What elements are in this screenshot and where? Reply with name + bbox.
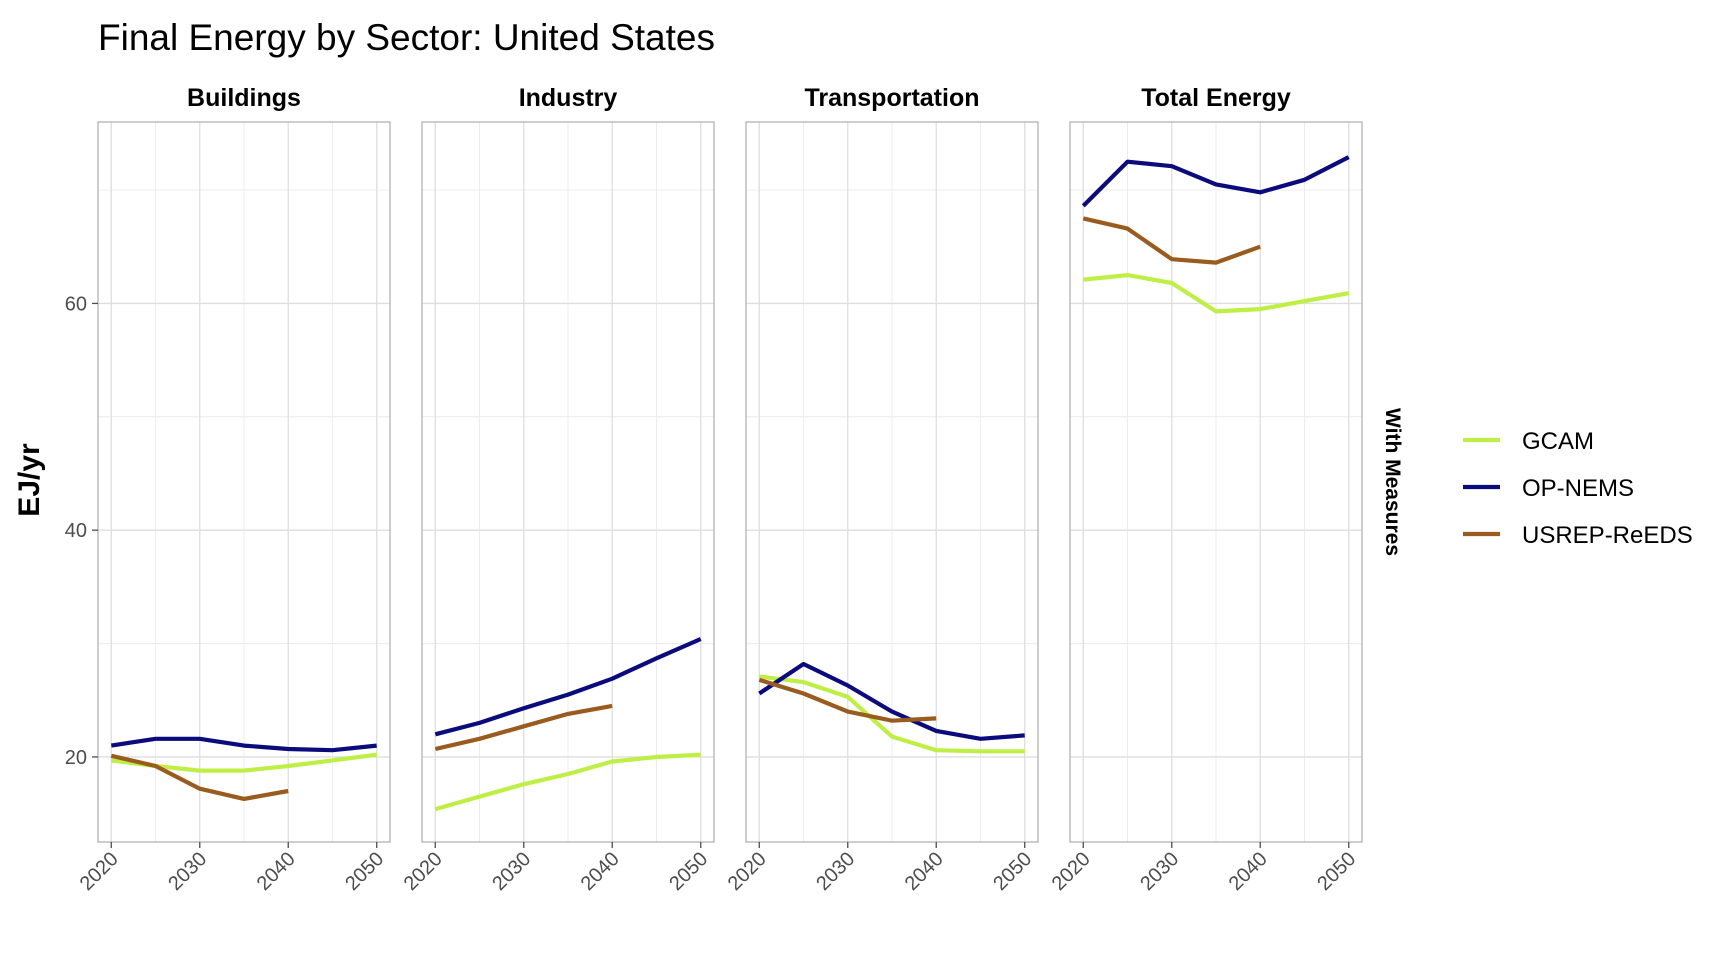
series-line-usrep-reeds bbox=[1082, 216, 1261, 265]
y-tick-label: 60 bbox=[65, 293, 87, 315]
x-tick-label: 2030 bbox=[164, 848, 211, 895]
row-strip-label: With Measures bbox=[1381, 408, 1404, 556]
x-tick-label: 2040 bbox=[1225, 848, 1272, 895]
series-line-gcam bbox=[434, 752, 701, 812]
x-tick-label: 2030 bbox=[812, 848, 859, 895]
x-tick-label: 2050 bbox=[665, 848, 712, 895]
x-tick-label: 2030 bbox=[1136, 848, 1183, 895]
series-line-usrep-reeds bbox=[434, 703, 613, 752]
y-tick-label: 20 bbox=[65, 747, 87, 769]
series-line-usrep-reeds bbox=[758, 677, 937, 723]
x-tick-label: 2020 bbox=[76, 848, 123, 895]
chart-title: Final Energy by Sector: United States bbox=[98, 17, 715, 58]
series-line-op-nems bbox=[758, 661, 1025, 741]
x-tick-label: 2050 bbox=[989, 848, 1036, 895]
panel-border bbox=[421, 121, 715, 843]
panel-border bbox=[97, 121, 391, 843]
legend: GCAM OP-NEMS USREP-ReEDS bbox=[1463, 428, 1693, 549]
series-line-gcam bbox=[1083, 273, 1350, 314]
facet-panel-industry: Industry 2020 2030 2040 2050 bbox=[400, 84, 715, 895]
x-tick-label: 2040 bbox=[253, 848, 300, 895]
facet-panel-total-energy: Total Energy 2020 2030 2040 2050 bbox=[1048, 84, 1363, 895]
x-tick-label: 2050 bbox=[1313, 848, 1360, 895]
legend-label: OP-NEMS bbox=[1522, 475, 1634, 502]
x-tick-label: 2050 bbox=[341, 848, 388, 895]
series-line-op-nems bbox=[1081, 155, 1350, 208]
panel-border bbox=[745, 121, 1039, 843]
facet-panel-transportation: Transportation 2020 2030 2040 2050 bbox=[724, 84, 1039, 895]
x-tick-label: 2040 bbox=[901, 848, 948, 895]
series-line-usrep-reeds bbox=[110, 753, 289, 802]
x-tick-label: 2030 bbox=[488, 848, 535, 895]
y-axis-label: EJ/yr bbox=[13, 443, 46, 517]
x-tick-label: 2040 bbox=[577, 848, 624, 895]
x-tick-label: 2020 bbox=[724, 848, 771, 895]
y-tick-label: 40 bbox=[65, 520, 87, 542]
series-line-op-nems bbox=[110, 736, 377, 753]
facet-title: Buildings bbox=[187, 84, 301, 112]
facet-title: Transportation bbox=[804, 84, 979, 112]
legend-label: GCAM bbox=[1522, 428, 1594, 455]
facet-title: Total Energy bbox=[1141, 84, 1291, 112]
legend-label: USREP-ReEDS bbox=[1522, 522, 1693, 549]
x-tick-label: 2020 bbox=[1048, 848, 1095, 895]
series-line-op-nems bbox=[434, 637, 702, 737]
series-line-gcam bbox=[759, 674, 1025, 754]
x-tick-label: 2020 bbox=[400, 848, 447, 895]
facet-title: Industry bbox=[519, 84, 618, 112]
panel-border bbox=[1069, 121, 1363, 843]
